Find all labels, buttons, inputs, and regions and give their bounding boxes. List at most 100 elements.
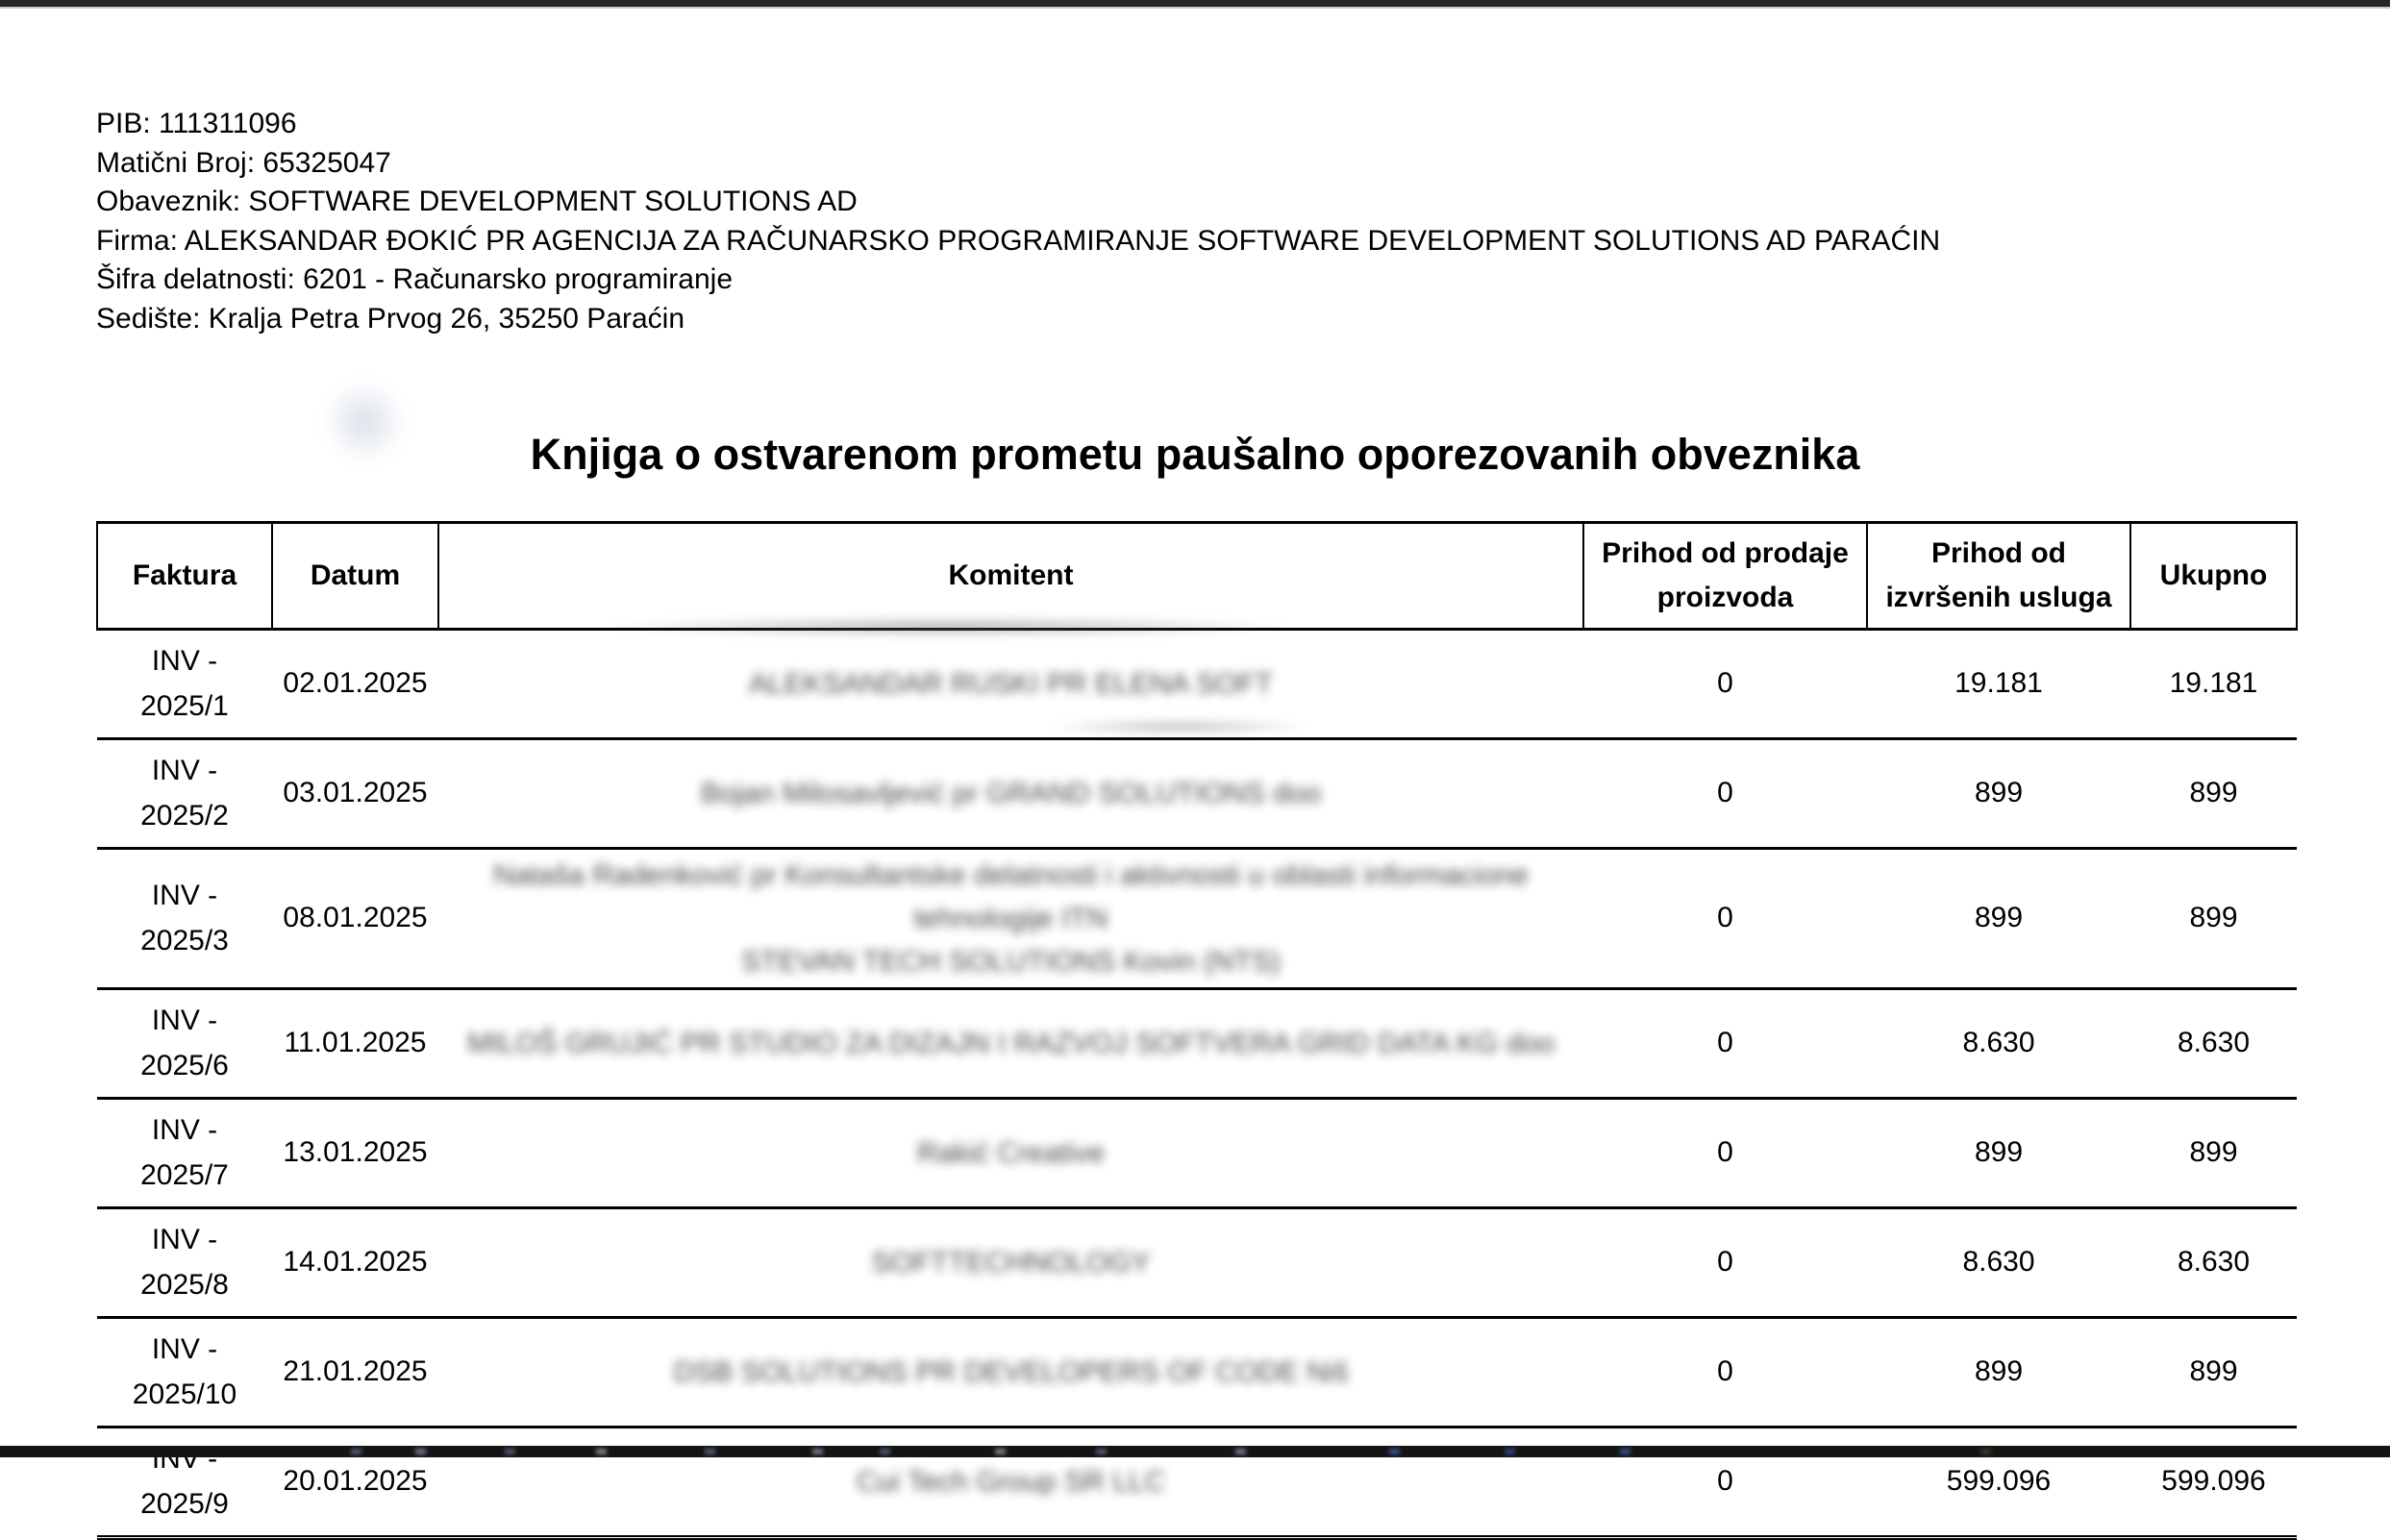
prihod-usluga-cell: 899 bbox=[1867, 1318, 2130, 1428]
company-info-line-firma: Firma: ALEKSANDAR ĐOKIĆ PR AGENCIJA ZA R… bbox=[96, 222, 1940, 261]
faktura-cell: INV -2025/3 bbox=[97, 849, 272, 989]
faktura-line: INV - bbox=[107, 1328, 262, 1373]
faktura-cell: INV -2025/1 bbox=[97, 630, 272, 739]
faktura-line: INV - bbox=[107, 1108, 262, 1154]
faktura-line: 2025/2 bbox=[107, 794, 262, 839]
faktura-cell: INV -2025/7 bbox=[97, 1099, 272, 1208]
taskbar-icon-fragment bbox=[880, 1449, 890, 1454]
faktura-line: INV - bbox=[107, 749, 262, 794]
faktura-cell: INV -2025/10 bbox=[97, 1318, 272, 1428]
taskbar-icon-fragment bbox=[995, 1449, 1006, 1454]
taskbar-icon-fragment bbox=[1389, 1449, 1400, 1454]
komitent-cell: Bojan Milosavljević pr GRAND SOLUTIONS d… bbox=[438, 739, 1583, 849]
faktura-line: 2025/7 bbox=[107, 1154, 262, 1199]
komitent-blurred-text: Bojan Milosavljević pr GRAND SOLUTIONS d… bbox=[448, 772, 1574, 815]
komitent-cell: Cui Tech Group SR LLC bbox=[438, 1428, 1583, 1538]
komitent-line: STEVAN TECH SOLUTIONS Kovin (NTS) bbox=[448, 940, 1574, 983]
komitent-cell: ALEKSANDAR RUSKI PR ELENA SOFT bbox=[438, 630, 1583, 739]
company-info-line-pib: PIB: 111311096 bbox=[96, 105, 1940, 144]
faktura-cell: INV -2025/6 bbox=[97, 989, 272, 1099]
faktura-line: 2025/3 bbox=[107, 919, 262, 964]
taskbar-icon-fragment bbox=[812, 1449, 823, 1454]
taskbar-icon-fragment bbox=[505, 1449, 515, 1454]
prihod-usluga-cell: 8.630 bbox=[1867, 989, 2130, 1099]
ukupno-cell: 599.096 bbox=[2130, 1428, 2297, 1538]
prihod-usluga-cell: 599.096 bbox=[1867, 1428, 2130, 1538]
taskbar-icon-fragment bbox=[1235, 1449, 1246, 1454]
column-header-prihod-prodaje: Prihod od prodaje proizvoda bbox=[1583, 523, 1867, 630]
komitent-cell: MILOŠ GRUJIĆ PR STUDIO ZA DIZAJN I RAZVO… bbox=[438, 989, 1583, 1099]
company-info-line-sifra-delatnosti: Šifra delatnosti: 6201 - Računarsko prog… bbox=[96, 261, 1940, 300]
komitent-blurred-text: Cui Tech Group SR LLC bbox=[448, 1460, 1574, 1503]
company-info-line-obaveznik: Obaveznik: SOFTWARE DEVELOPMENT SOLUTION… bbox=[96, 183, 1940, 222]
column-header-faktura: Faktura bbox=[97, 523, 272, 630]
komitent-blurred-text: Nataša Radenković pr Konsultantske delat… bbox=[448, 854, 1574, 983]
faktura-line: 2025/9 bbox=[107, 1482, 262, 1528]
column-header-ukupno: Ukupno bbox=[2130, 523, 2297, 630]
taskbar-icon-fragment bbox=[596, 1449, 607, 1454]
komitent-line: Cui Tech Group SR LLC bbox=[448, 1460, 1574, 1503]
datum-cell: 13.01.2025 bbox=[272, 1099, 438, 1208]
taskbar-icon-fragment bbox=[351, 1449, 361, 1454]
page-title: Knjiga o ostvarenom prometu paušalno opo… bbox=[0, 430, 2390, 480]
prihod-usluga-cell: 899 bbox=[1867, 849, 2130, 989]
komitent-line: DSB SOLUTIONS PR DEVELOPERS OF CODE Niš bbox=[448, 1351, 1574, 1394]
faktura-line: 2025/1 bbox=[107, 684, 262, 730]
prihod-proizvoda-cell: 0 bbox=[1583, 739, 1867, 849]
taskbar-icon-fragment bbox=[1096, 1449, 1107, 1454]
ukupno-cell: 19.181 bbox=[2130, 630, 2297, 739]
taskbar-strip[interactable] bbox=[0, 1446, 2390, 1457]
taskbar-icon-fragment bbox=[1620, 1449, 1631, 1454]
datum-cell: 20.01.2025 bbox=[272, 1428, 438, 1538]
faktura-cell: INV -2025/2 bbox=[97, 739, 272, 849]
prihod-usluga-cell: 19.181 bbox=[1867, 630, 2130, 739]
faktura-line: INV - bbox=[107, 1218, 262, 1263]
komitent-cell: DSB SOLUTIONS PR DEVELOPERS OF CODE Niš bbox=[438, 1318, 1583, 1428]
prihod-usluga-cell: 899 bbox=[1867, 739, 2130, 849]
taskbar-icon-fragment bbox=[1980, 1449, 1991, 1454]
column-header-datum: Datum bbox=[272, 523, 438, 630]
company-info-line-sediste: Sedište: Kralja Petra Prvog 26, 35250 Pa… bbox=[96, 300, 1940, 339]
kpo-table: Faktura Datum Komitent Prihod od prodaje… bbox=[96, 521, 2298, 1540]
ukupno-cell: 899 bbox=[2130, 1099, 2297, 1208]
komitent-cell: Nataša Radenković pr Konsultantske delat… bbox=[438, 849, 1583, 989]
prihod-usluga-cell: 899 bbox=[1867, 1099, 2130, 1208]
faktura-cell: INV -2025/9 bbox=[97, 1428, 272, 1538]
komitent-line: ALEKSANDAR RUSKI PR ELENA SOFT bbox=[448, 662, 1574, 706]
faktura-line: 2025/10 bbox=[107, 1373, 262, 1418]
komitent-line: MILOŠ GRUJIĆ PR STUDIO ZA DIZAJN I RAZVO… bbox=[448, 1022, 1574, 1065]
datum-cell: 03.01.2025 bbox=[272, 739, 438, 849]
company-info-block: PIB: 111311096 Matični Broj: 65325047 Ob… bbox=[96, 105, 1940, 339]
komitent-blurred-text: SOFTTECHNOLOGY bbox=[448, 1241, 1574, 1284]
company-info-line-maticni-broj: Matični Broj: 65325047 bbox=[96, 144, 1940, 184]
faktura-line: INV - bbox=[107, 874, 262, 919]
komitent-line: Bojan Milosavljević pr GRAND SOLUTIONS d… bbox=[448, 772, 1574, 815]
ukupno-cell: 8.630 bbox=[2130, 989, 2297, 1099]
faktura-line: INV - bbox=[107, 1437, 262, 1482]
prihod-proizvoda-cell: 0 bbox=[1583, 989, 1867, 1099]
komitent-line: Nataša Radenković pr Konsultantske delat… bbox=[448, 854, 1574, 940]
prihod-proizvoda-cell: 0 bbox=[1583, 630, 1867, 739]
taskbar-icon-fragment bbox=[415, 1449, 426, 1454]
column-header-prihod-usluga: Prihod od izvršenih usluga bbox=[1867, 523, 2130, 630]
komitent-line: SOFTTECHNOLOGY bbox=[448, 1241, 1574, 1284]
prihod-proizvoda-cell: 0 bbox=[1583, 1318, 1867, 1428]
datum-cell: 14.01.2025 bbox=[272, 1208, 438, 1318]
komitent-line: Rakić Creative bbox=[448, 1131, 1574, 1175]
ukupno-cell: 899 bbox=[2130, 1318, 2297, 1428]
prihod-proizvoda-cell: 0 bbox=[1583, 1428, 1867, 1538]
datum-cell: 02.01.2025 bbox=[272, 630, 438, 739]
komitent-cell: SOFTTECHNOLOGY bbox=[438, 1208, 1583, 1318]
datum-cell: 11.01.2025 bbox=[272, 989, 438, 1099]
prihod-usluga-cell: 8.630 bbox=[1867, 1208, 2130, 1318]
ukupno-cell: 899 bbox=[2130, 739, 2297, 849]
ukupno-cell: 8.630 bbox=[2130, 1208, 2297, 1318]
